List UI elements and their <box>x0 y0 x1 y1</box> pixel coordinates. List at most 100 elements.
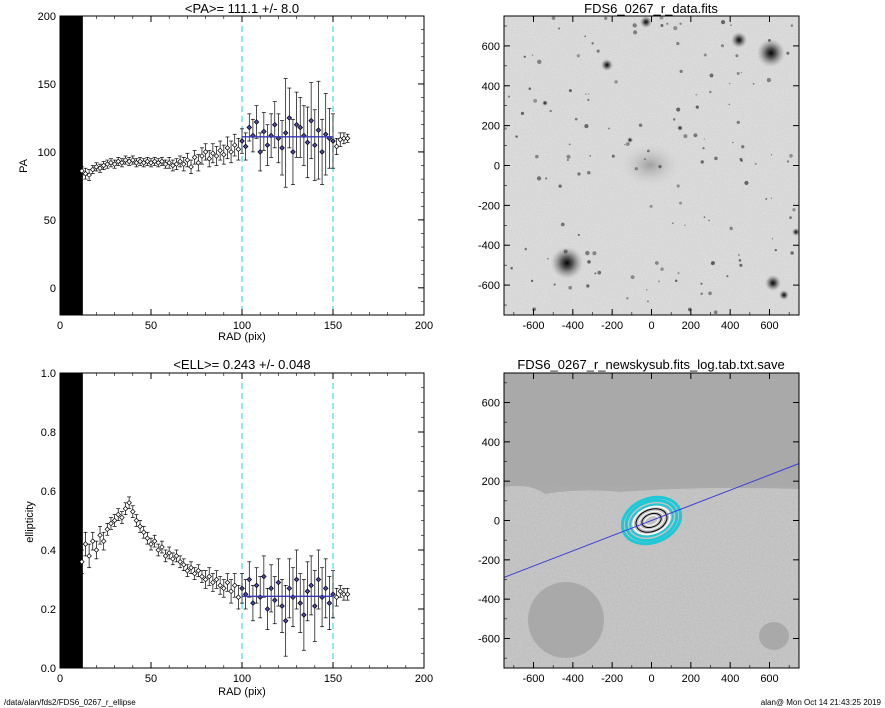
star-source <box>568 143 571 146</box>
diamond-marker <box>108 520 114 527</box>
y-tick-label: 100 <box>38 147 56 159</box>
y-tick-label: -400 <box>478 594 500 606</box>
y-tick-label: 0.8 <box>41 427 56 439</box>
star-source <box>739 263 743 267</box>
x-tick-label: 0 <box>57 320 63 332</box>
diamond-marker <box>130 508 136 515</box>
diamond-marker <box>111 161 118 167</box>
star-source <box>676 41 680 46</box>
star-source <box>729 226 733 231</box>
diamond-marker <box>246 576 253 583</box>
star-source <box>634 167 639 171</box>
star-source <box>649 204 653 208</box>
star-source <box>695 105 699 109</box>
data-point <box>199 147 205 165</box>
diamond-marker <box>217 147 223 154</box>
pa-title: <PA>= 111.1 +/- 8.0 <box>185 1 299 16</box>
star-source <box>566 154 571 159</box>
star-source <box>770 197 772 199</box>
diamond-marker <box>184 157 191 163</box>
data-point <box>173 549 180 563</box>
star-source <box>700 282 703 285</box>
data-point <box>341 132 347 145</box>
data-point <box>155 158 162 168</box>
y-tick-label: 0 <box>494 516 500 528</box>
star-source <box>632 23 637 28</box>
footer-path: /data/alan/fds2/FDS6_0267_r_ellipse <box>4 698 136 707</box>
star-source <box>693 133 698 138</box>
diamond-marker <box>326 600 333 606</box>
data-point <box>242 579 249 610</box>
data-point <box>188 561 194 574</box>
masked-star-region <box>528 582 604 658</box>
diamond-marker <box>257 149 263 155</box>
star-source <box>647 300 649 303</box>
x-tick-label: -200 <box>601 673 623 685</box>
star-source <box>660 267 664 271</box>
diamond-marker <box>206 573 213 580</box>
star-source <box>672 118 676 121</box>
data-point <box>235 137 242 161</box>
diamond-marker <box>257 594 263 600</box>
star-source <box>728 82 731 85</box>
data-point <box>224 573 231 592</box>
data-point <box>322 93 329 176</box>
diamond-marker <box>261 573 267 580</box>
diamond-marker <box>159 544 165 550</box>
masked-center-region <box>60 373 83 668</box>
data-point <box>206 567 213 586</box>
data-point <box>137 520 143 533</box>
star-source <box>547 257 549 260</box>
bright-star <box>551 247 583 279</box>
star-source <box>674 279 678 283</box>
star-source <box>708 291 712 296</box>
diamond-marker <box>111 517 118 524</box>
data-point <box>330 113 336 169</box>
x-tick-label: -600 <box>522 320 544 332</box>
bright-star <box>792 228 799 236</box>
star-source <box>754 162 757 165</box>
diamond-marker <box>275 135 282 142</box>
star-source <box>789 153 793 158</box>
diamond-marker <box>133 517 140 524</box>
data-point <box>202 143 209 161</box>
diamond-marker <box>119 514 125 521</box>
diamond-marker <box>188 164 194 170</box>
diamond-marker <box>155 547 162 553</box>
data-point <box>79 166 85 176</box>
star-source <box>740 159 743 163</box>
data-point <box>344 587 351 601</box>
star-source <box>666 22 669 25</box>
star-source <box>676 184 680 188</box>
data-point <box>235 585 242 610</box>
star-source <box>574 117 578 121</box>
star-source <box>537 59 542 65</box>
star-source <box>654 261 659 265</box>
data-point <box>257 576 263 619</box>
y-tick-label: 1.0 <box>41 368 56 380</box>
star-source <box>786 160 790 163</box>
star-source <box>744 180 749 186</box>
diamond-marker <box>275 579 282 586</box>
star-source <box>504 127 507 130</box>
star-source <box>597 270 602 275</box>
diamond-marker <box>293 121 300 128</box>
star-source <box>679 22 682 25</box>
diamond-marker <box>159 158 165 165</box>
diamond-marker <box>315 127 322 133</box>
star-source <box>587 260 591 264</box>
x-tick-label: 100 <box>233 320 251 332</box>
star-source <box>711 261 715 265</box>
data-point <box>159 156 165 166</box>
star-source <box>596 49 600 53</box>
x-tick-label: -200 <box>601 320 623 332</box>
star-source <box>703 138 705 140</box>
diamond-marker <box>231 142 238 148</box>
diamond-marker <box>297 124 304 131</box>
data-point <box>286 558 293 619</box>
data-point <box>144 531 151 545</box>
data-point <box>337 132 344 147</box>
data-point <box>282 585 289 657</box>
star-source <box>672 222 674 224</box>
data-point <box>297 97 304 158</box>
